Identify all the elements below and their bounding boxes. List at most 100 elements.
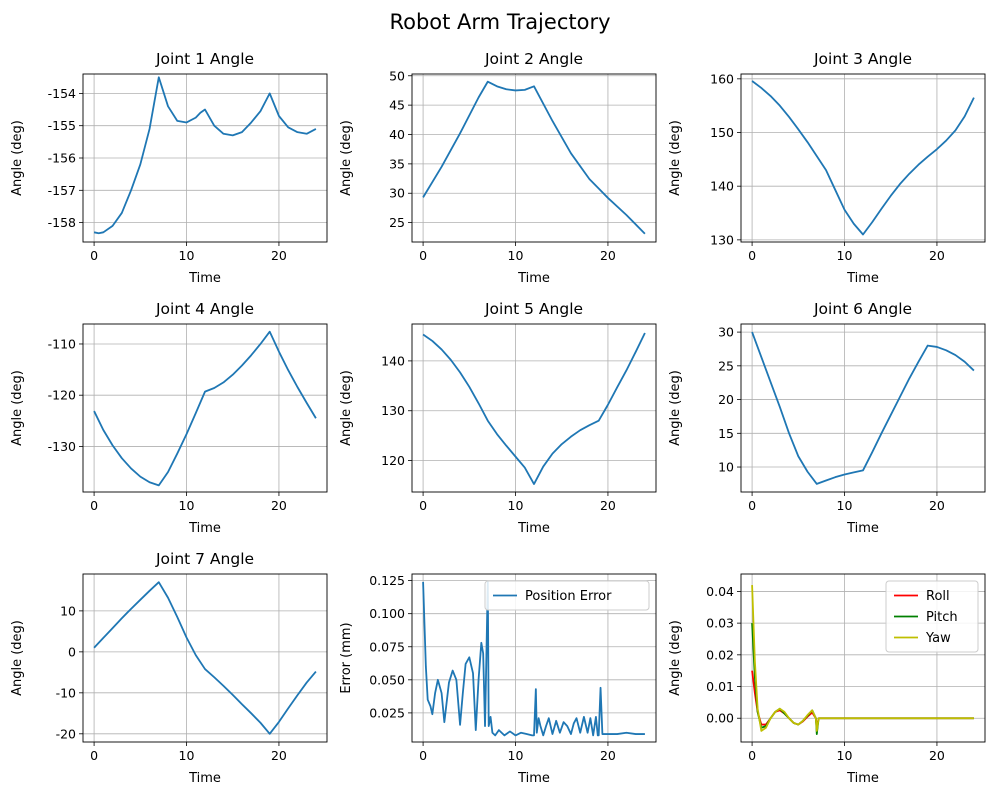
- subplot-title: Joint 2 Angle: [484, 50, 583, 68]
- subplot-title: Joint 5 Angle: [484, 300, 583, 318]
- y-tick-label: 0.02: [706, 647, 734, 662]
- x-axis-label: Time: [517, 271, 550, 286]
- legend-label: Pitch: [926, 610, 958, 625]
- x-axis-label: Time: [846, 271, 879, 286]
- y-tick-label: -20: [56, 726, 76, 741]
- y-tick-label: 0.03: [706, 616, 734, 631]
- subplot-4: 0 10 20 -130 -120 -110 Joint 4 Angle Time Angle …: [10, 300, 328, 536]
- x-axis-label: Time: [188, 271, 221, 286]
- y-axis-label: Angle (deg): [339, 370, 354, 446]
- subplot-5: 0 10 20 120 130 140 Joint 5 Angle Time Angle (de…: [339, 300, 657, 536]
- x-tick-label: 10: [508, 748, 524, 763]
- x-tick-label: 20: [271, 248, 287, 263]
- y-tick-label: 35: [389, 156, 405, 171]
- x-tick-label: 10: [837, 748, 853, 763]
- legend-label: Roll: [926, 589, 950, 604]
- legend: Roll Pitch Yaw: [885, 580, 979, 653]
- y-axis-label: Angle (deg): [668, 120, 683, 196]
- subplot-title: Joint 3 Angle: [813, 50, 912, 68]
- x-tick-label: 0: [419, 498, 427, 513]
- y-tick-label: 10: [718, 460, 734, 475]
- x-tick-label: 0: [419, 748, 427, 763]
- y-tick-label: 25: [389, 215, 405, 230]
- subplot-7: 0 10 20 -20 -10 0 10 Joint 7 Angle Time Angle (de…: [10, 550, 328, 786]
- y-tick-label: 30: [389, 186, 405, 201]
- axes-frame: [82, 573, 328, 743]
- y-tick-label: 120: [381, 453, 405, 468]
- y-tick-label: 0.125: [369, 573, 405, 588]
- x-tick-label: 10: [179, 498, 195, 513]
- axes-frame: [411, 73, 657, 243]
- x-tick-label: 20: [600, 498, 616, 513]
- x-tick-label: 10: [837, 498, 853, 513]
- x-axis-label: Time: [188, 521, 221, 536]
- x-tick-label: 20: [271, 498, 287, 513]
- x-axis-label: Time: [188, 771, 221, 786]
- y-tick-label: -120: [48, 388, 76, 403]
- series-line-roll: [751, 670, 974, 729]
- y-tick-label: -158: [48, 215, 76, 230]
- y-tick-label: 30: [718, 325, 734, 340]
- x-axis-label: Time: [517, 771, 550, 786]
- y-tick-label: 40: [389, 127, 405, 142]
- x-tick-label: 10: [837, 248, 853, 263]
- y-tick-label: 25: [718, 358, 734, 373]
- x-tick-label: 20: [929, 748, 945, 763]
- subplot-title: Joint 6 Angle: [813, 300, 912, 318]
- axes-frame: [740, 73, 986, 243]
- y-axis-label: Angle (deg): [10, 120, 25, 196]
- y-axis-label: Angle (deg): [668, 620, 683, 696]
- y-axis-label: Angle (deg): [668, 370, 683, 446]
- y-tick-label: -130: [48, 439, 76, 454]
- subplot-3: 0 10 20 130 140 150 160 Joint 3 Angle Time Angle …: [668, 50, 986, 286]
- y-tick-label: 130: [710, 232, 734, 247]
- x-tick-label: 10: [508, 498, 524, 513]
- subplot-9: 0 10 20 0.00 0.01 0.02 0.03 0.04 Time Angle (deg)…: [668, 573, 986, 786]
- series-line: [422, 80, 646, 235]
- y-axis-label: Angle (deg): [10, 370, 25, 446]
- axes-frame: [740, 323, 986, 493]
- y-tick-label: -156: [48, 151, 76, 166]
- x-tick-label: 20: [271, 748, 287, 763]
- y-tick-label: 20: [718, 392, 734, 407]
- y-tick-label: 160: [710, 71, 734, 86]
- series-line-yaw: [751, 585, 974, 732]
- subplot-title: Joint 4 Angle: [155, 300, 254, 318]
- x-tick-label: 0: [748, 498, 756, 513]
- x-axis-label: Time: [846, 771, 879, 786]
- series-line-position-error: [422, 581, 645, 737]
- x-tick-label: 20: [929, 498, 945, 513]
- series-line: [751, 80, 975, 236]
- x-tick-label: 10: [179, 248, 195, 263]
- y-tick-label: 0.01: [706, 679, 734, 694]
- x-tick-label: 0: [90, 248, 98, 263]
- y-tick-label: 140: [381, 353, 405, 368]
- legend-frame: [484, 580, 650, 611]
- x-tick-label: 0: [90, 748, 98, 763]
- axes-frame: [411, 323, 657, 493]
- subplot-8: 0 10 20 0.025 0.050 0.075 0.100 0.125 Time Error …: [339, 573, 657, 786]
- y-tick-label: 0.00: [706, 711, 734, 726]
- y-tick-label: 0.100: [369, 606, 405, 621]
- series-line: [751, 331, 975, 485]
- y-tick-label: -155: [48, 118, 76, 133]
- y-tick-label: 0: [68, 644, 76, 659]
- x-tick-label: 10: [179, 748, 195, 763]
- subplot-title: Joint 1 Angle: [155, 50, 254, 68]
- y-tick-label: 10: [60, 603, 76, 618]
- y-tick-label: -10: [56, 685, 76, 700]
- axes-frame: [411, 573, 657, 743]
- y-tick-label: 130: [381, 403, 405, 418]
- series-line: [93, 581, 317, 735]
- x-tick-label: 0: [90, 498, 98, 513]
- axes-frame: [82, 323, 328, 493]
- y-tick-label: -110: [48, 336, 76, 351]
- y-tick-label: 0.04: [706, 584, 734, 599]
- x-tick-label: 0: [419, 248, 427, 263]
- x-axis-label: Time: [517, 521, 550, 536]
- figure-title: Robot Arm Trajectory: [389, 10, 611, 34]
- y-axis-label: Error (mm): [339, 622, 354, 693]
- x-tick-label: 10: [508, 248, 524, 263]
- legend: Position Error: [484, 580, 650, 611]
